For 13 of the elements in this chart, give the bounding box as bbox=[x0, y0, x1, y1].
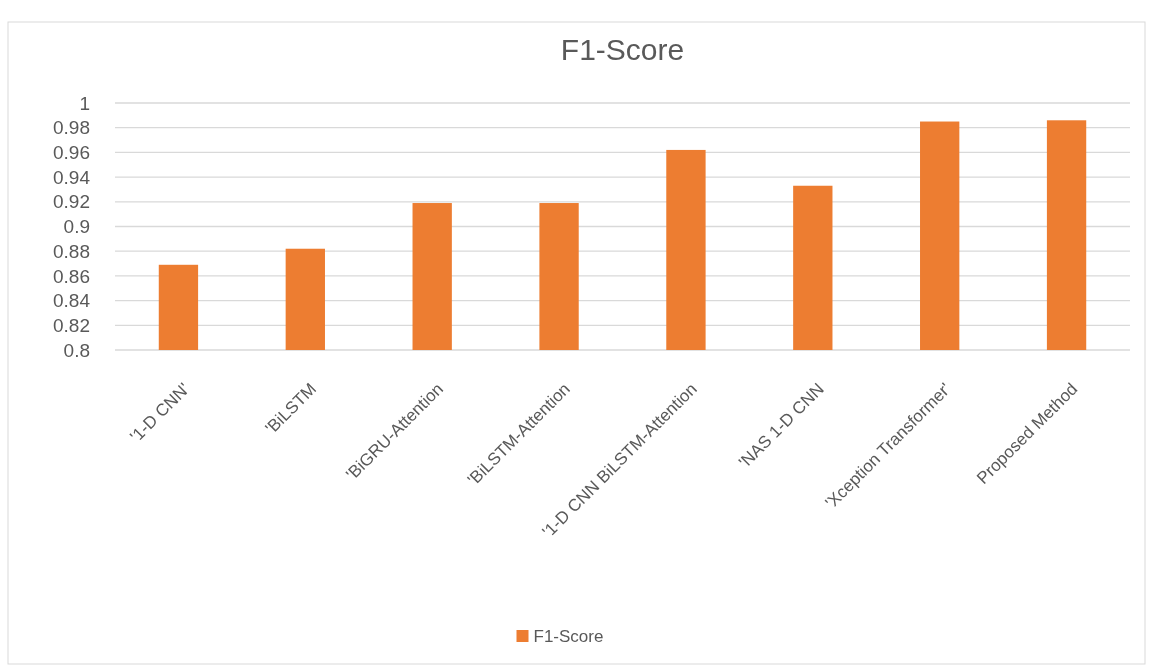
y-tick-label: 0.82 bbox=[53, 314, 90, 336]
y-tick-label: 0.8 bbox=[63, 339, 90, 361]
chart-title: F1-Score bbox=[560, 33, 685, 66]
y-tick-label: 0.86 bbox=[53, 265, 90, 287]
y-tick-label: 0.84 bbox=[53, 290, 91, 312]
y-tick-label: 0.94 bbox=[53, 166, 91, 188]
y-tick-label: 1 bbox=[79, 92, 90, 114]
y-tick-label: 0.88 bbox=[53, 240, 90, 262]
y-tick-label: 0.98 bbox=[53, 117, 90, 139]
y-tick-label: 0.9 bbox=[63, 216, 90, 238]
y-tick-label: 0.96 bbox=[53, 142, 90, 164]
y-tick-label: 0.92 bbox=[53, 191, 90, 213]
legend-label: F1-Score bbox=[533, 626, 604, 646]
